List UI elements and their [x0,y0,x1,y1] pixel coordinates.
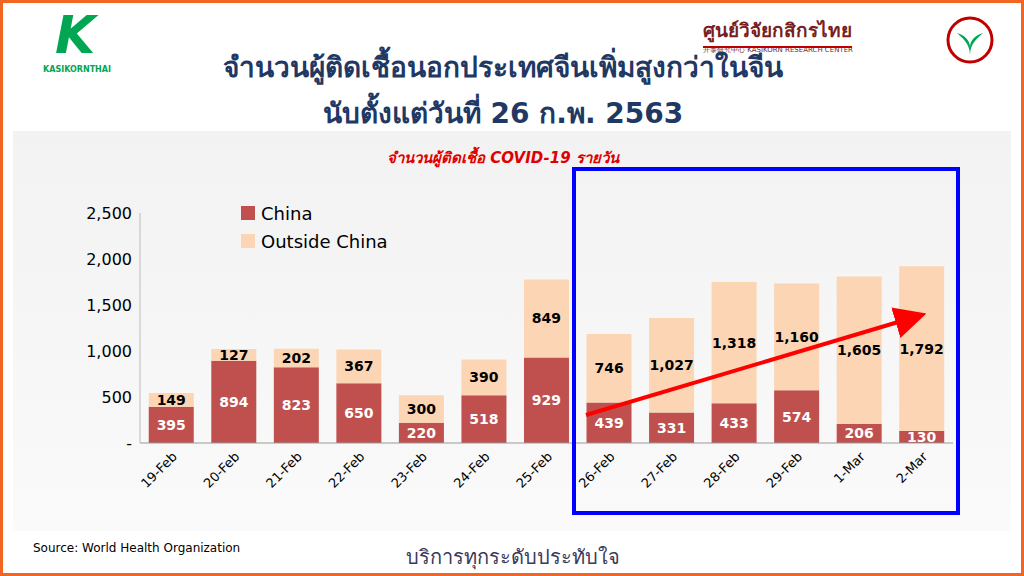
svg-text:29-Feb: 29-Feb [763,449,805,491]
svg-text:127: 127 [219,347,248,363]
html-text:ศูนย์วิจัยกสิกรไทย: ศูนย์วิจัยกสิกรไทย [703,19,852,41]
html-text:จำนวนผู้ติดเชื้อนอกประเทศจีนเพ: จำนวนผู้ติดเชื้อนอกประเทศจีนเพิ่มสูงกว่า… [223,51,783,84]
svg-text:395: 395 [157,417,186,433]
html-text:Source: World Health Organizat: Source: World Health Organization [33,541,241,555]
svg-text:574: 574 [782,409,811,425]
svg-text:21-Feb: 21-Feb [263,449,305,491]
svg-text:22-Feb: 22-Feb [326,449,368,491]
html-text:บริการทุกระดับประทับใจ: บริการทุกระดับประทับใจ [406,545,620,569]
svg-text:1,792: 1,792 [900,341,944,357]
svg-text:1,160: 1,160 [774,329,819,345]
svg-text:202: 202 [282,350,311,366]
svg-text:746: 746 [594,360,623,376]
svg-text:23-Feb: 23-Feb [388,449,430,491]
svg-text:1,500: 1,500 [86,296,132,315]
html-text:K: K [55,5,96,65]
svg-text:-: - [126,434,132,453]
svg-text:518: 518 [469,411,498,427]
svg-text:1-Mar: 1-Mar [831,449,869,487]
svg-text:130: 130 [907,429,936,445]
svg-text:300: 300 [407,401,436,417]
svg-text:894: 894 [219,394,248,410]
svg-text:500: 500 [101,388,132,407]
svg-text:2-Mar: 2-Mar [893,449,931,487]
svg-text:331: 331 [657,420,686,436]
svg-text:24-Feb: 24-Feb [451,449,493,491]
svg-text:650: 650 [344,405,373,421]
html-text:China: China [261,202,313,224]
svg-text:1,318: 1,318 [712,335,756,351]
svg-text:25-Feb: 25-Feb [513,449,555,491]
svg-text:433: 433 [719,415,748,431]
svg-text:20-Feb: 20-Feb [201,449,243,491]
svg-text:390: 390 [469,369,498,385]
svg-text:27-Feb: 27-Feb [638,449,680,491]
html-text:จำนวนผู้ติดเชื้อ COVID-19 รายว: จำนวนผู้ติดเชื้อ COVID-19 รายวัน [387,149,619,167]
html-text:开泰研究中心 KASIKORN RESEARCH CENTE: 开泰研究中心 KASIKORN RESEARCH CENTER [703,46,853,54]
svg-text:823: 823 [282,397,311,413]
html-text:Outside China: Outside China [261,230,388,252]
html-text:นับตั้งแต่วันที่ 26 ก.พ. 2563: นับตั้งแต่วันที่ 26 ก.พ. 2563 [322,97,684,130]
svg-text:1,605: 1,605 [837,342,881,358]
svg-text:19-Feb: 19-Feb [138,449,180,491]
svg-text:439: 439 [594,415,623,431]
svg-text:149: 149 [157,392,186,408]
svg-text:220: 220 [407,425,436,441]
svg-text:206: 206 [845,425,874,441]
svg-text:26-Feb: 26-Feb [576,449,618,491]
svg-text:1,000: 1,000 [86,342,132,361]
svg-text:2,000: 2,000 [86,250,132,269]
svg-text:367: 367 [344,358,373,374]
svg-text:1,027: 1,027 [649,357,693,373]
svg-text:929: 929 [532,392,561,408]
svg-text:28-Feb: 28-Feb [701,449,743,491]
svg-text:849: 849 [532,310,561,326]
html-text:KASIKORNTHAI: KASIKORNTHAI [43,65,111,74]
svg-text:2,500: 2,500 [86,204,132,223]
